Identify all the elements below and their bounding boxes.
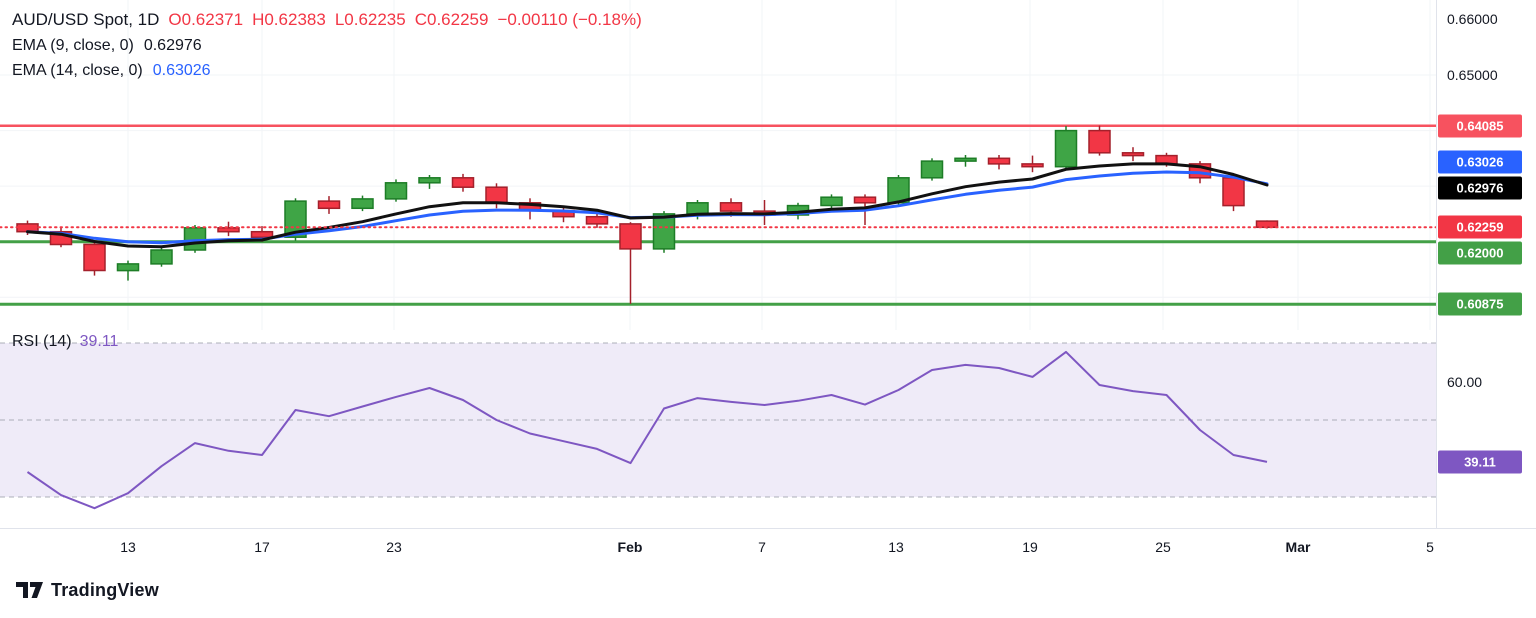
tradingview-brand[interactable]: TradingView [51,579,159,600]
symbol-legend: AUD/USD Spot, 1D O0.62371 H0.62383 L0.62… [12,10,642,80]
ohlc-high: H0.62383 [252,10,326,29]
ema9-value: 0.62976 [143,37,202,54]
time-axis-label: 13 [120,539,136,555]
ema14-label[interactable]: EMA (14, close, 0) [12,62,143,79]
price-axis-badge[interactable]: 0.62259 [1438,215,1522,239]
candle[interactable] [284,198,307,241]
rsi-panel-canvas[interactable] [0,330,1436,528]
candle[interactable] [954,155,977,167]
rsi-legend: RSI (14) 39.11 [12,333,118,351]
time-axis-label: 5 [1426,539,1434,555]
time-axis[interactable]: 13 17 23 Feb 7 13 19 25 Mar 5 [0,528,1536,567]
candle[interactable] [384,179,408,202]
candle[interactable] [83,241,106,276]
candle[interactable] [619,222,642,304]
candle[interactable] [920,158,944,181]
ema9-line[interactable] [26,162,1269,249]
time-axis-label: 23 [386,539,402,555]
candle[interactable] [1088,125,1111,156]
time-axis-label: 17 [254,539,270,555]
tradingview-logo-icon[interactable] [14,578,44,602]
rsi-label[interactable]: RSI (14) [12,333,72,350]
candle[interactable] [116,260,140,281]
ema9-label[interactable]: EMA (9, close, 0) [12,37,134,54]
ohlc-change: −0.00110 (−0.18%) [497,10,642,29]
price-axis-badge[interactable]: 0.60875 [1438,292,1522,316]
time-axis-label: 19 [1022,539,1038,555]
price-axis-badge[interactable]: 0.64085 [1438,114,1522,138]
candle[interactable] [418,175,441,189]
price-axis-label: 0.65000 [1447,67,1498,83]
candle[interactable] [652,211,676,253]
ohlc-open: O0.62371 [168,10,244,29]
rsi-band [0,343,1436,497]
rsi-value: 39.11 [79,333,119,350]
time-axis-label: 7 [758,539,766,555]
candle[interactable] [987,155,1011,170]
ohlc-row: AUD/USD Spot, 1D O0.62371 H0.62383 L0.62… [12,10,642,30]
footer: TradingView [14,578,159,602]
price-axis-label: 60.00 [1447,374,1483,390]
candle[interactable] [1121,147,1145,162]
time-axis-label: Feb [617,539,643,555]
rsi-line[interactable] [26,350,1268,510]
candle[interactable] [451,173,475,192]
price-axis-badge[interactable]: 39.11 [1438,450,1522,474]
price-axis-label: 0.66000 [1447,11,1498,27]
candle[interactable] [351,195,374,212]
price-axis-badge[interactable]: 0.62000 [1438,241,1522,265]
candle[interactable] [1021,155,1044,173]
candle[interactable] [585,212,609,228]
ohlc-low: L0.62235 [334,10,406,29]
ema14-row: EMA (14, close, 0) 0.63026 [12,62,642,80]
price-axis-badge[interactable]: 0.62976 [1438,176,1522,200]
candle[interactable] [1222,175,1245,212]
price-panel-canvas[interactable] [0,0,1436,330]
time-axis-label: 13 [888,539,904,555]
ema14-line[interactable] [26,170,1269,245]
candle[interactable] [317,196,341,214]
ema9-row: EMA (9, close, 0) 0.62976 [12,37,642,55]
symbol-title[interactable]: AUD/USD Spot, 1D [12,10,160,29]
candle[interactable] [150,247,173,267]
time-axis-label: Mar [1285,539,1311,555]
ema14-value: 0.63026 [152,62,211,79]
candle[interactable] [1054,126,1078,170]
time-axis-label: 25 [1155,539,1171,555]
ohlc-close: C0.62259 [414,10,489,29]
candle[interactable] [183,225,207,253]
price-axis-badge[interactable]: 0.63026 [1438,150,1522,174]
price-axis[interactable]: 0.66000 0.65000 0.64085 0.63026 0.62976 0.622… [1436,0,1536,566]
candle[interactable] [217,221,240,237]
